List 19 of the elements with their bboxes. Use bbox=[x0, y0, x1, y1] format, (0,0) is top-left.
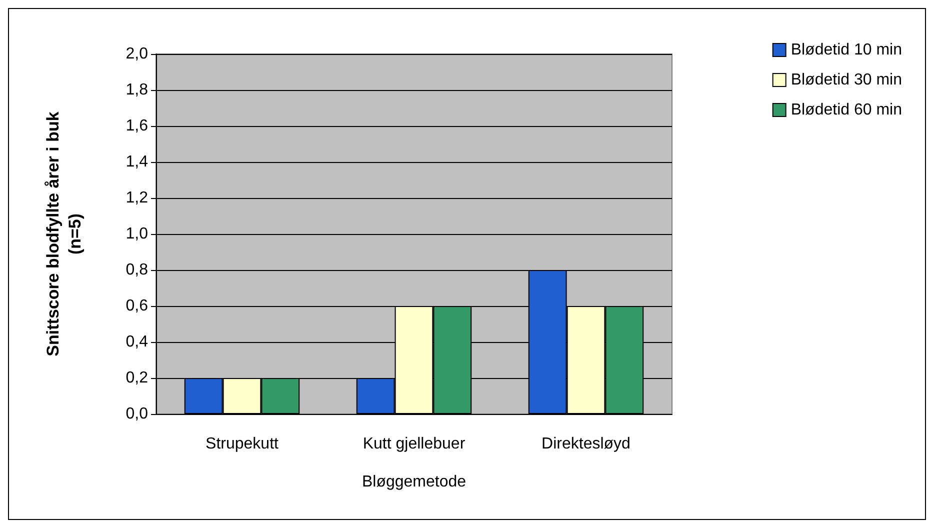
y-tick-label: 0,0 bbox=[126, 406, 148, 422]
legend-label: Blødetid 30 min bbox=[790, 72, 902, 88]
y-axis-title: Snittscore blodfyllte årer i buk (n=5) bbox=[44, 111, 84, 356]
y-tick-label: 0,6 bbox=[126, 298, 148, 314]
y-tick-label: 1,0 bbox=[126, 226, 148, 242]
x-axis-title: Bløggemetode bbox=[362, 474, 466, 490]
x-tick-label: Strupekutt bbox=[206, 436, 280, 452]
y-tick-label: 1,8 bbox=[126, 82, 148, 98]
legend-label: Blødetid 10 min bbox=[790, 42, 902, 58]
y-tick-label: 1,2 bbox=[126, 190, 148, 206]
y-tick-label: 0,2 bbox=[126, 370, 148, 386]
y-tick-label: 1,6 bbox=[126, 118, 148, 134]
x-tick-label: Kutt gjellebuer bbox=[362, 436, 466, 452]
legend-label: Blødetid 60 min bbox=[790, 102, 902, 118]
y-tick-label: 1,4 bbox=[126, 154, 148, 170]
y-tick-label: 0,4 bbox=[126, 334, 148, 350]
y-tick-label: 0,8 bbox=[126, 262, 148, 278]
x-tick-label: Direktesløyd bbox=[542, 436, 630, 452]
y-tick-label: 2,0 bbox=[126, 46, 148, 62]
